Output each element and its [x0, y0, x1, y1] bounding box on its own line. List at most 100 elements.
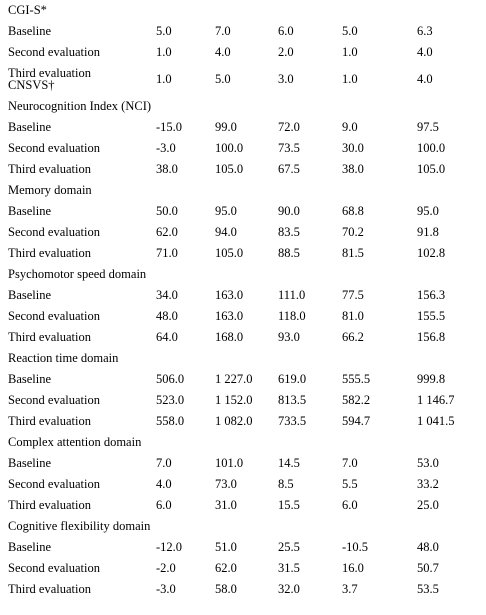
- value-cell: 83.5: [278, 225, 300, 239]
- value-cell: 1 152.0: [215, 393, 253, 407]
- section-title: Complex attention domain: [8, 435, 142, 449]
- value-cell: 31.0: [215, 498, 237, 512]
- section-header-row: Memory domain: [8, 180, 486, 201]
- value-cell: 58.0: [215, 582, 237, 596]
- row-label: Third evaluation: [8, 330, 91, 344]
- row-label: Second evaluation: [8, 393, 100, 407]
- value-cell: 1 227.0: [215, 372, 253, 386]
- table-row: Third evaluation 558.0 1 082.0 733.5 594.7 1 …: [8, 411, 486, 432]
- value-cell: 1.0: [342, 45, 358, 59]
- value-cell: 81.5: [342, 246, 364, 260]
- value-cell: 999.8: [417, 372, 446, 386]
- value-cell: -12.0: [156, 540, 183, 554]
- row-label: Second evaluation: [8, 561, 100, 575]
- value-cell: 1 041.5: [417, 414, 455, 428]
- value-cell: 53.0: [417, 456, 439, 470]
- table-row: Third evaluation -3.0 58.0 32.0 3.7 53.5: [8, 579, 486, 600]
- value-cell: 67.5: [278, 162, 300, 176]
- value-cell: 99.0: [215, 120, 237, 134]
- value-cell: -10.5: [342, 540, 369, 554]
- value-cell: 38.0: [156, 162, 178, 176]
- row-label: Second evaluation: [8, 45, 100, 59]
- row-label: Baseline: [8, 288, 52, 302]
- value-cell: 3.0: [278, 72, 294, 86]
- value-cell: 5.0: [342, 24, 358, 38]
- value-cell: 7.0: [156, 456, 172, 470]
- value-cell: 91.8: [417, 225, 439, 239]
- row-label: Baseline: [8, 456, 52, 470]
- value-cell: 163.0: [215, 288, 244, 302]
- section-title: Reaction time domain: [8, 351, 119, 365]
- table-row: Second evaluation 523.0 1 152.0 813.5 582.2 1…: [8, 390, 486, 411]
- section-title: Cognitive flexibility domain: [8, 519, 151, 533]
- row-label: Third evaluation: [8, 162, 91, 176]
- value-cell: 8.5: [278, 477, 294, 491]
- value-cell: 90.0: [278, 204, 300, 218]
- value-cell: 93.0: [278, 330, 300, 344]
- value-cell: -15.0: [156, 120, 183, 134]
- section-title: Memory domain: [8, 183, 92, 197]
- value-cell: 5.0: [156, 24, 172, 38]
- value-cell: 101.0: [215, 456, 244, 470]
- value-cell: 62.0: [156, 225, 178, 239]
- value-cell: 1.0: [342, 72, 358, 86]
- value-cell: 102.8: [417, 246, 446, 260]
- table-row: Third evaluation 64.0 168.0 93.0 66.2 156.8: [8, 327, 486, 348]
- value-cell: 77.5: [342, 288, 364, 302]
- value-cell: 733.5: [278, 414, 307, 428]
- value-cell: 5.0: [215, 72, 231, 86]
- value-cell: 6.0: [156, 498, 172, 512]
- value-cell: 53.5: [417, 582, 439, 596]
- row-label: Second evaluation: [8, 477, 100, 491]
- table-row: Baseline 506.0 1 227.0 619.0 555.5 999.8: [8, 369, 486, 390]
- row-label: Baseline: [8, 372, 52, 386]
- table-row: Second evaluation -3.0 100.0 73.5 30.0 100.0: [8, 138, 486, 159]
- table-row: Third evaluation CNSVS† 1.0 5.0 3.0 1.0 4.0: [8, 63, 486, 96]
- section-header-row: Neurocognition Index (NCI): [8, 96, 486, 117]
- section-title: Psychomotor speed domain: [8, 267, 147, 281]
- value-cell: 38.0: [342, 162, 364, 176]
- value-cell: 105.0: [417, 162, 446, 176]
- table-row: Baseline 50.0 95.0 90.0 68.8 95.0: [8, 201, 486, 222]
- value-cell: 48.0: [417, 540, 439, 554]
- value-cell: 16.0: [342, 561, 364, 575]
- section-header-row: Cognitive flexibility domain: [8, 516, 486, 537]
- table-row: Second evaluation 62.0 94.0 83.5 70.2 91.8: [8, 222, 486, 243]
- row-label: Second evaluation: [8, 141, 100, 155]
- value-cell: 523.0: [156, 393, 185, 407]
- value-cell: 100.0: [417, 141, 446, 155]
- value-cell: 33.2: [417, 477, 439, 491]
- section-title: CGI-S*: [8, 3, 47, 17]
- value-cell: 70.2: [342, 225, 364, 239]
- value-cell: 25.5: [278, 540, 300, 554]
- row-label: Third evaluation: [8, 66, 91, 80]
- section-header-row: Reaction time domain: [8, 348, 486, 369]
- value-cell: 105.0: [215, 162, 244, 176]
- value-cell: 9.0: [342, 120, 358, 134]
- value-cell: 50.0: [156, 204, 178, 218]
- table-row: Baseline 34.0 163.0 111.0 77.5 156.3: [8, 285, 486, 306]
- value-cell: 25.0: [417, 498, 439, 512]
- value-cell: 3.7: [342, 582, 358, 596]
- value-cell: 1.0: [156, 45, 172, 59]
- value-cell: -3.0: [156, 582, 176, 596]
- value-cell: 5.5: [342, 477, 358, 491]
- value-cell: 4.0: [417, 45, 433, 59]
- value-cell: 558.0: [156, 414, 185, 428]
- value-cell: 73.5: [278, 141, 300, 155]
- row-label: Third evaluation: [8, 582, 91, 596]
- section-header-row: Psychomotor speed domain: [8, 264, 486, 285]
- value-cell: 594.7: [342, 414, 371, 428]
- table-row: Second evaluation 1.0 4.0 2.0 1.0 4.0: [8, 42, 486, 63]
- value-cell: 97.5: [417, 120, 439, 134]
- section-title: CNSVS†: [8, 78, 55, 92]
- value-cell: 6.3: [417, 24, 433, 38]
- value-cell: 68.8: [342, 204, 364, 218]
- value-cell: 105.0: [215, 246, 244, 260]
- value-cell: 94.0: [215, 225, 237, 239]
- value-cell: 163.0: [215, 309, 244, 323]
- row-label: Baseline: [8, 24, 52, 38]
- row-label: Baseline: [8, 540, 52, 554]
- section-header-row: CGI-S*: [8, 0, 486, 21]
- section-title: Neurocognition Index (NCI): [8, 99, 152, 113]
